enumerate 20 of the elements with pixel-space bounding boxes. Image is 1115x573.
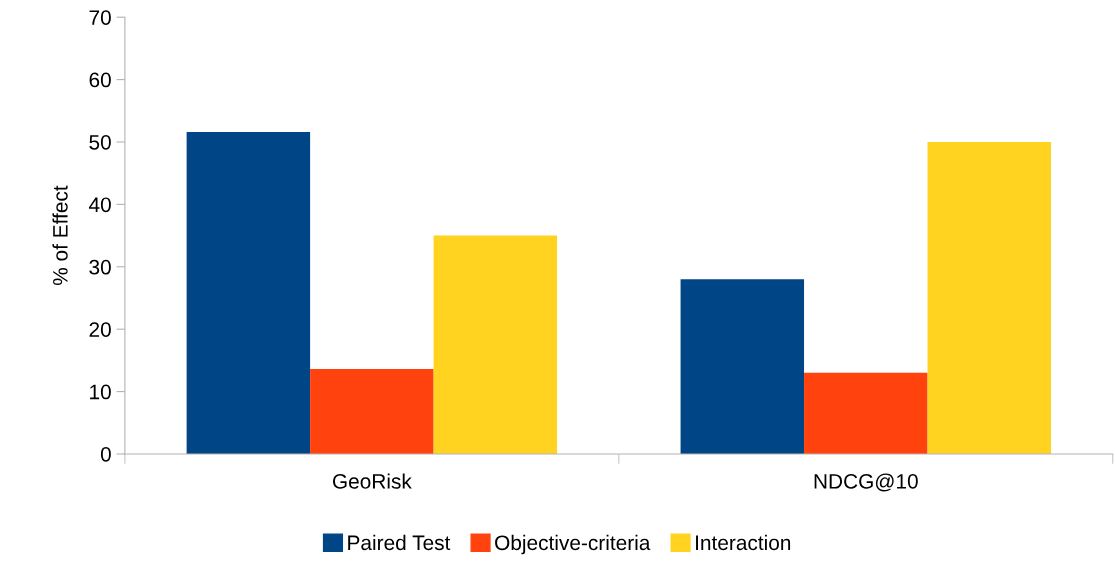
legend-label: Objective-criteria bbox=[495, 534, 651, 555]
bar bbox=[680, 279, 805, 454]
y-tick-label: 60 bbox=[89, 72, 111, 88]
x-tick-label: NDCG@10 bbox=[814, 473, 918, 492]
y-tick-label: 10 bbox=[90, 384, 111, 400]
legend-label: Interaction bbox=[696, 534, 791, 551]
bar bbox=[310, 369, 434, 454]
y-axis-title: % of Effect bbox=[52, 185, 68, 286]
y-tick-label: 0 bbox=[100, 446, 111, 462]
y-tick-label: 40 bbox=[88, 197, 111, 213]
y-tick-label: 70 bbox=[89, 10, 111, 25]
y-tick-label: 20 bbox=[89, 322, 111, 337]
y-tick-label: 30 bbox=[89, 259, 111, 275]
bar bbox=[433, 235, 558, 454]
legend-label: Paired Test bbox=[348, 534, 451, 551]
y-tick-label: 50 bbox=[89, 134, 111, 150]
bar bbox=[804, 372, 928, 454]
bar bbox=[927, 141, 1052, 454]
bar bbox=[186, 132, 311, 454]
x-tick-label: GeoRisk bbox=[332, 473, 412, 489]
